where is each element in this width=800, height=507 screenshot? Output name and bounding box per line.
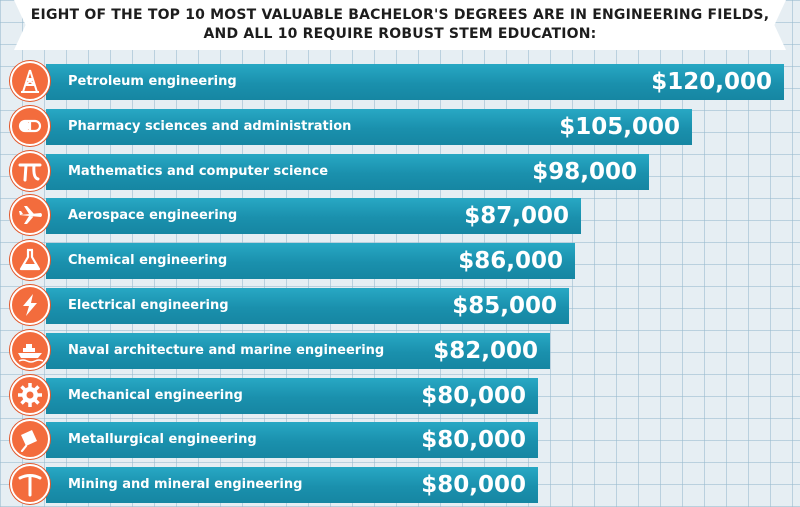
- bar: [46, 154, 649, 190]
- ladle-icon: [10, 419, 50, 459]
- pickaxe-icon: [10, 464, 50, 504]
- bar-category-label: Chemical engineering: [68, 253, 228, 268]
- gear-icon: [10, 375, 50, 415]
- bar-value-label: $98,000: [532, 159, 637, 185]
- bar: [46, 243, 575, 279]
- bar: [46, 64, 784, 100]
- bar-category-label: Petroleum engineering: [68, 74, 237, 89]
- bar-value-label: $80,000: [421, 427, 526, 453]
- bar-category-label: Mechanical engineering: [68, 388, 243, 403]
- chart-title-line-2: AND ALL 10 REQUIRE ROBUST STEM EDUCATION…: [203, 26, 597, 42]
- bar-row: Petroleum engineering $120,000: [0, 60, 800, 104]
- bar-value-label: $82,000: [433, 338, 538, 364]
- bar-category-label: Pharmacy sciences and administration: [68, 119, 352, 134]
- bar-row: Naval architecture and marine engineerin…: [0, 329, 800, 373]
- bar-category-label: Mathematics and computer science: [68, 164, 329, 179]
- bar-row: Pharmacy sciences and administration $105…: [0, 105, 800, 149]
- bar-value-label: $80,000: [421, 472, 526, 498]
- flask-icon: [10, 240, 50, 280]
- bar-value-label: $105,000: [559, 114, 680, 140]
- ship-icon: [10, 330, 50, 370]
- bar: [46, 378, 538, 414]
- chart-title: EIGHT OF THE TOP 10 MOST VALUABLE BACHEL…: [0, 6, 800, 44]
- pi-symbol-icon: [10, 151, 50, 191]
- bar: [46, 198, 581, 234]
- bar-value-label: $87,000: [464, 203, 569, 229]
- bar-row: Chemical engineering $86,000: [0, 239, 800, 283]
- bar-category-label: Aerospace engineering: [68, 208, 238, 223]
- bar-category-label: Electrical engineering: [68, 298, 229, 313]
- bar-value-label: $120,000: [651, 69, 772, 95]
- lightning-bolt-icon: [10, 285, 50, 325]
- airplane-icon: [10, 195, 50, 235]
- bar-row: Electrical engineering $85,000: [0, 284, 800, 328]
- bar: [46, 467, 538, 503]
- pill-capsule-icon: [10, 106, 50, 146]
- oil-derrick-icon: [10, 61, 50, 101]
- title-banner: [14, 0, 786, 50]
- bar-category-label: Metallurgical engineering: [68, 432, 257, 447]
- bar-row: Mathematics and computer science $98,000: [0, 150, 800, 194]
- chart-title-line-1: EIGHT OF THE TOP 10 MOST VALUABLE BACHEL…: [30, 7, 770, 23]
- bar-row: Mining and mineral engineering $80,000: [0, 463, 800, 507]
- bar: [46, 288, 569, 324]
- bar-row: Metallurgical engineering $80,000: [0, 418, 800, 462]
- bar-value-label: $80,000: [421, 383, 526, 409]
- bar-value-label: $85,000: [452, 293, 557, 319]
- bar-value-label: $86,000: [458, 248, 563, 274]
- bar-category-label: Mining and mineral engineering: [68, 477, 303, 492]
- bar-category-label: Naval architecture and marine engineerin…: [68, 343, 385, 358]
- bar-row: Aerospace engineering $87,000: [0, 194, 800, 238]
- bar: [46, 333, 550, 369]
- bar-row: Mechanical engineering $80,000: [0, 374, 800, 418]
- bar: [46, 109, 692, 145]
- bar: [46, 422, 538, 458]
